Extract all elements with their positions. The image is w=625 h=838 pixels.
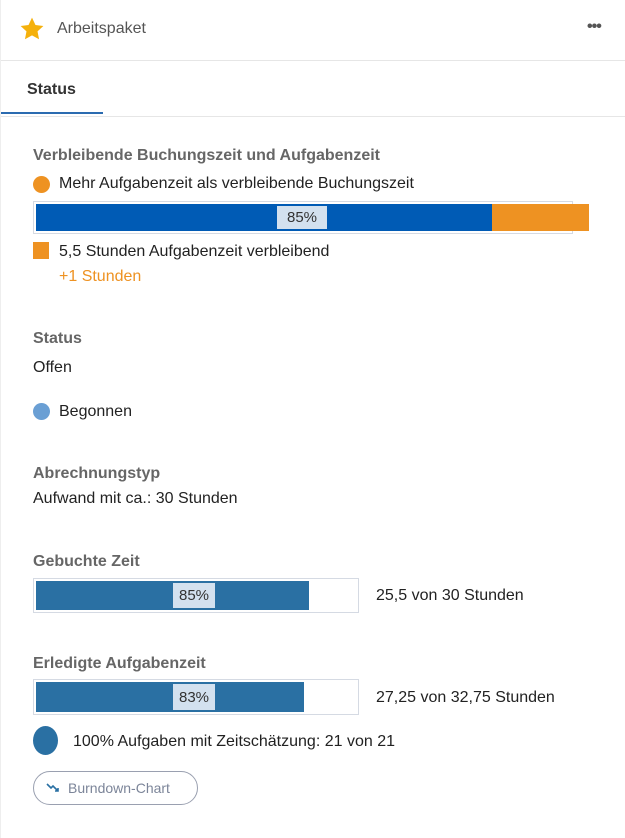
overflow-text: +1 Stunden <box>59 268 142 285</box>
task-time-legend-icon <box>33 242 49 259</box>
done-detail: 27,25 von 32,75 Stunden <box>376 689 555 706</box>
tab-status[interactable]: Status <box>27 81 76 98</box>
remaining-percent-label: 85% <box>277 206 327 229</box>
panel-title: Arbeitspaket <box>57 20 146 37</box>
status-state: Begonnen <box>59 403 132 420</box>
billing-heading: Abrechnungstyp <box>33 465 161 482</box>
done-heading: Erledigte Aufgabenzeit <box>33 655 206 672</box>
warning-dot-icon <box>33 176 50 193</box>
tab-active-indicator <box>1 112 103 114</box>
state-dot-icon <box>33 403 50 420</box>
estimate-dot-icon <box>33 726 58 755</box>
booked-heading: Gebuchte Zeit <box>33 553 140 570</box>
trend-down-icon <box>46 783 59 792</box>
status-heading: Status <box>33 330 82 347</box>
booked-percent-label: 85% <box>173 583 215 608</box>
estimate-text: 100% Aufgaben mit Zeitschätzung: 21 von … <box>73 733 395 750</box>
done-percent-label: 83% <box>173 684 215 710</box>
remaining-heading: Verbleibende Buchungszeit und Aufgabenze… <box>33 147 380 164</box>
tab-divider <box>1 116 625 117</box>
more-options-icon[interactable]: ••• <box>587 18 602 35</box>
burndown-chart-label: Burndown-Chart <box>68 780 170 796</box>
done-progress-bar: 83% <box>33 679 359 715</box>
booked-detail: 25,5 von 30 Stunden <box>376 587 524 604</box>
panel-header <box>1 0 625 61</box>
billing-value: Aufwand mit ca.: 30 Stunden <box>33 490 238 507</box>
task-remaining-text: 5,5 Stunden Aufgabenzeit verbleibend <box>59 243 330 260</box>
burndown-chart-button[interactable]: Burndown-Chart <box>33 771 198 805</box>
remaining-warning: Mehr Aufgabenzeit als verbleibende Buchu… <box>59 175 414 192</box>
done-progress-fill <box>36 682 304 712</box>
booked-progress-bar: 85% <box>33 578 359 613</box>
remaining-progress-fill <box>36 204 492 231</box>
remaining-progress-bar: 85% <box>33 201 589 234</box>
status-value: Offen <box>33 359 72 376</box>
star-icon[interactable] <box>19 16 45 42</box>
remaining-overflow-fill <box>492 204 589 231</box>
booked-progress-fill <box>36 581 309 610</box>
